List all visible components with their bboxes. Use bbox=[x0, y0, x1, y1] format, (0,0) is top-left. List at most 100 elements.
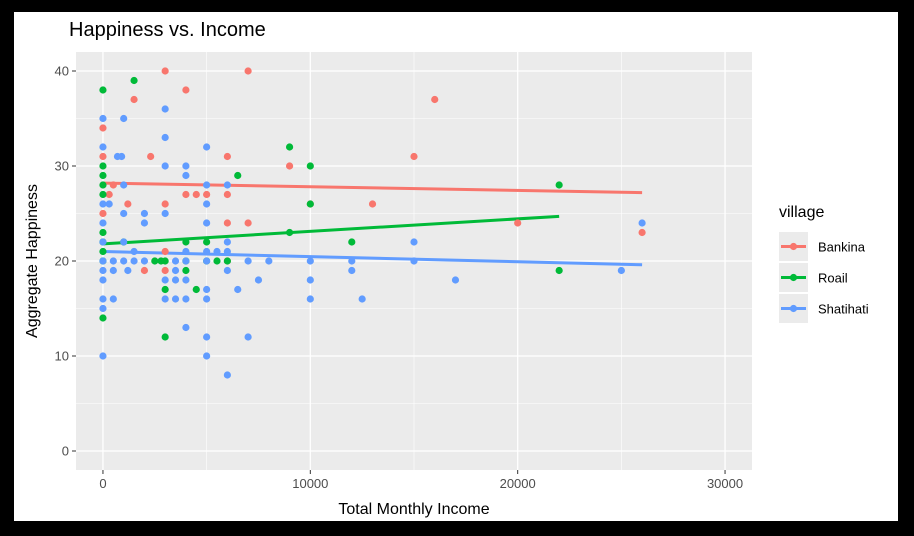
data-point bbox=[171, 257, 180, 265]
data-point bbox=[192, 190, 200, 199]
data-point bbox=[223, 238, 231, 246]
y-tick-label: 30 bbox=[55, 159, 69, 174]
data-point bbox=[555, 181, 563, 189]
data-point bbox=[99, 190, 107, 199]
data-point bbox=[223, 371, 231, 379]
data-point bbox=[285, 228, 294, 237]
data-point bbox=[203, 181, 211, 189]
data-point bbox=[182, 190, 190, 199]
legend-key-point bbox=[789, 304, 798, 313]
data-point bbox=[285, 143, 294, 151]
data-point bbox=[109, 257, 117, 265]
x-axis-ticks: 0 10000 20000 30000 bbox=[99, 470, 743, 491]
data-point bbox=[203, 257, 211, 265]
data-point bbox=[203, 238, 211, 246]
data-point bbox=[151, 257, 159, 265]
data-point bbox=[161, 67, 169, 75]
data-point bbox=[161, 105, 169, 113]
data-point bbox=[99, 200, 107, 208]
data-point bbox=[431, 95, 439, 104]
data-point bbox=[161, 247, 169, 256]
data-point bbox=[223, 190, 231, 199]
data-point bbox=[109, 266, 117, 275]
data-point bbox=[99, 228, 107, 237]
data-point bbox=[244, 219, 252, 227]
data-point bbox=[254, 276, 263, 284]
legend-key-point bbox=[789, 242, 798, 251]
data-point bbox=[161, 200, 169, 208]
data-point bbox=[617, 266, 625, 275]
data-point bbox=[223, 247, 231, 256]
data-point bbox=[161, 276, 169, 284]
chart-figure: Happiness vs. Income 0 10000 20000 30000 0 1… bbox=[14, 12, 898, 521]
data-point bbox=[285, 162, 294, 170]
data-point bbox=[182, 162, 190, 170]
data-point bbox=[306, 162, 314, 170]
data-point bbox=[130, 257, 138, 265]
data-point bbox=[348, 257, 356, 265]
data-point bbox=[140, 257, 149, 265]
legend-label: Bankina bbox=[818, 240, 866, 255]
data-point bbox=[140, 219, 149, 227]
y-tick-label: 20 bbox=[55, 254, 69, 269]
data-point bbox=[182, 247, 190, 256]
data-point bbox=[410, 238, 418, 246]
data-point bbox=[99, 219, 107, 227]
data-point bbox=[124, 200, 132, 208]
data-point bbox=[244, 67, 252, 75]
legend-label: Roail bbox=[818, 271, 848, 286]
trend-lines bbox=[102, 181, 643, 267]
data-point bbox=[451, 276, 460, 284]
data-point bbox=[120, 181, 128, 189]
data-point bbox=[171, 295, 180, 303]
data-point bbox=[203, 333, 211, 341]
y-tick-label: 40 bbox=[55, 64, 69, 79]
data-point bbox=[368, 200, 377, 208]
x-tick-label: 0 bbox=[99, 476, 106, 491]
data-point bbox=[192, 285, 200, 294]
data-point bbox=[99, 152, 107, 161]
legend-label: Shatihati bbox=[818, 302, 869, 317]
data-point bbox=[99, 114, 107, 123]
data-point bbox=[410, 257, 418, 265]
data-point bbox=[306, 276, 314, 284]
y-tick-label: 10 bbox=[55, 349, 69, 364]
scatter-chart: Happiness vs. Income 0 10000 20000 30000 0 1… bbox=[24, 19, 869, 518]
y-tick-label: 0 bbox=[62, 444, 69, 459]
data-point bbox=[213, 257, 221, 265]
data-point bbox=[182, 323, 190, 332]
data-point bbox=[99, 247, 107, 256]
data-point bbox=[124, 266, 132, 275]
data-point bbox=[514, 219, 522, 227]
data-point bbox=[182, 171, 190, 180]
data-point bbox=[182, 86, 190, 94]
data-point bbox=[99, 143, 107, 151]
x-tick-label: 10000 bbox=[292, 476, 328, 491]
data-point bbox=[99, 124, 107, 132]
data-point bbox=[161, 162, 169, 170]
data-point bbox=[161, 333, 169, 341]
data-point bbox=[638, 228, 646, 237]
data-point bbox=[182, 266, 190, 275]
data-point bbox=[161, 209, 169, 218]
data-point bbox=[182, 257, 190, 265]
data-point bbox=[105, 190, 113, 199]
data-point bbox=[140, 209, 149, 218]
data-point bbox=[130, 95, 138, 104]
data-point bbox=[223, 266, 231, 275]
data-point bbox=[99, 266, 107, 275]
data-point bbox=[130, 247, 138, 256]
chart-title: Happiness vs. Income bbox=[69, 19, 266, 41]
data-point bbox=[171, 276, 180, 284]
data-point bbox=[223, 181, 231, 189]
data-point bbox=[213, 247, 221, 256]
data-point bbox=[223, 152, 231, 161]
data-point bbox=[99, 171, 107, 180]
data-point bbox=[99, 314, 107, 322]
data-point bbox=[120, 209, 128, 218]
data-point bbox=[203, 352, 211, 360]
data-point bbox=[120, 114, 128, 123]
data-point bbox=[130, 76, 138, 85]
data-point bbox=[118, 152, 126, 161]
data-point bbox=[147, 152, 155, 161]
